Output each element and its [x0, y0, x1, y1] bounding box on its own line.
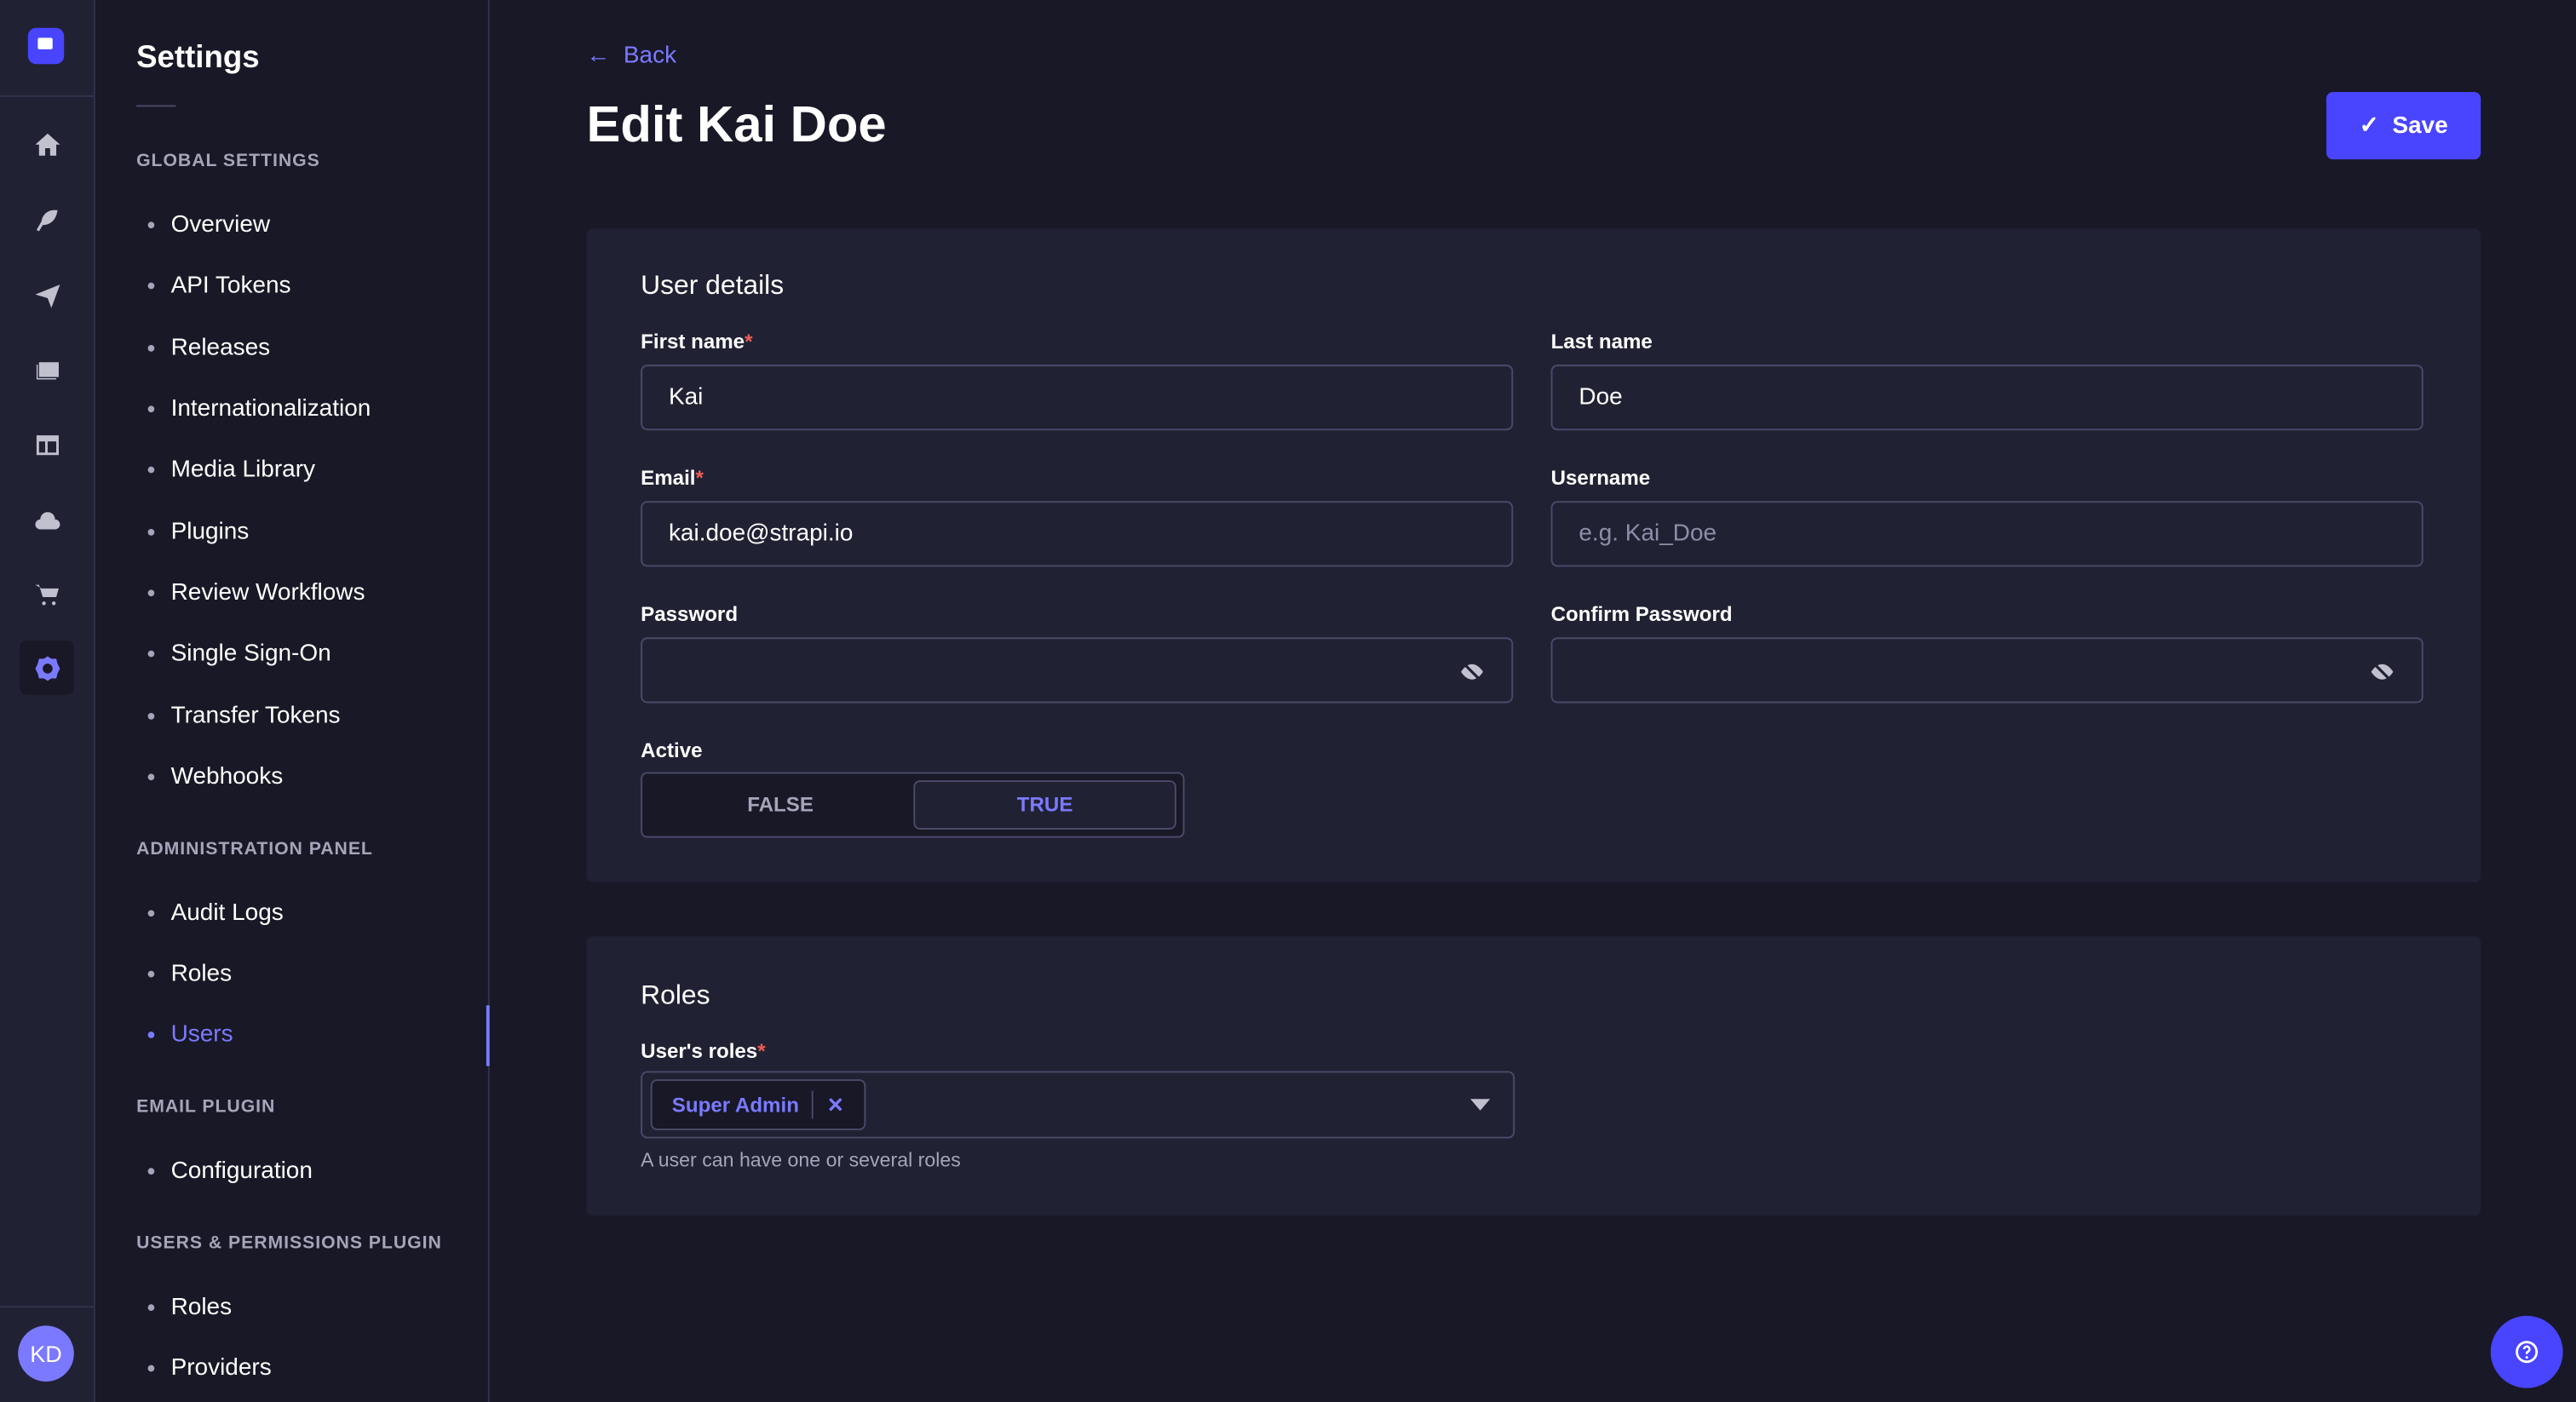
sidebar-item-review-workflows[interactable]: Review Workflows [147, 580, 365, 606]
last-name-label: Last name [1550, 330, 1653, 353]
email-label: Email* [641, 466, 704, 490]
active-toggle[interactable]: FALSE TRUE [641, 772, 1185, 838]
help-button[interactable] [2490, 1315, 2563, 1388]
first-name-input[interactable]: Kai [641, 365, 1514, 431]
sidebar-item-single-sign-on[interactable]: Single Sign-On [147, 641, 331, 667]
section-administration-panel: ADMINISTRATION PANEL [136, 839, 373, 859]
user-details-panel: User details First name* Kai Last name D… [586, 228, 2481, 882]
paper-plane-icon[interactable] [20, 267, 74, 322]
sidebar-item-api-tokens[interactable]: API Tokens [147, 273, 291, 299]
sidebar-item-users[interactable]: Users [147, 1022, 233, 1048]
active-label: Active [641, 738, 703, 762]
first-name-label: First name* [641, 330, 753, 353]
active-indicator [486, 1005, 490, 1066]
chevron-down-icon[interactable] [1470, 1099, 1491, 1111]
sidebar-item-up-roles[interactable]: Roles [147, 1295, 232, 1321]
role-tag: Super Admin ✕ [650, 1079, 866, 1130]
last-name-input[interactable]: Doe [1550, 365, 2424, 431]
main-nav: KD [0, 0, 95, 1402]
divider [0, 1306, 94, 1308]
sidebar-item-releases[interactable]: Releases [147, 335, 270, 361]
sidebar-item-roles[interactable]: Roles [147, 961, 232, 987]
sidebar-title: Settings [136, 41, 260, 76]
email-input[interactable]: kai.doe@strapi.io [641, 501, 1514, 567]
toggle-false[interactable]: FALSE [747, 793, 814, 817]
roles-select[interactable]: Super Admin ✕ [641, 1071, 1515, 1139]
feather-icon[interactable] [20, 192, 74, 247]
confirm-password-label: Confirm Password [1550, 602, 1733, 626]
gear-icon[interactable] [20, 641, 74, 695]
section-email-plugin: EMAIL PLUGIN [136, 1097, 276, 1118]
question-icon [2516, 1341, 2539, 1364]
sidebar-item-audit-logs[interactable]: Audit Logs [147, 900, 284, 927]
divider [0, 95, 94, 97]
cart-icon[interactable] [20, 566, 74, 621]
username-input[interactable]: e.g. Kai_Doe [1550, 501, 2424, 567]
section-global-settings: GLOBAL SETTINGS [136, 151, 320, 171]
home-icon[interactable] [20, 117, 74, 171]
avatar[interactable]: KD [18, 1325, 74, 1382]
check-icon: ✓ [2359, 112, 2379, 139]
back-link[interactable]: ← Back [586, 43, 677, 70]
eye-off-icon[interactable] [2369, 658, 2395, 685]
sidebar-item-transfer-tokens[interactable]: Transfer Tokens [147, 703, 341, 729]
sidebar-item-configuration[interactable]: Configuration [147, 1158, 313, 1185]
strapi-logo[interactable] [27, 27, 65, 65]
divider [136, 105, 176, 107]
section-title: Roles [641, 980, 710, 1011]
sidebar-item-internationalization[interactable]: Internationalization [147, 396, 371, 422]
close-icon[interactable]: ✕ [826, 1094, 844, 1118]
arrow-left-icon: ← [586, 43, 611, 70]
page-title: Edit Kai Doe [586, 95, 887, 153]
sidebar-item-overview[interactable]: Overview [147, 212, 270, 238]
sidebar-item-media-library[interactable]: Media Library [147, 457, 315, 483]
password-label: Password [641, 602, 739, 626]
sidebar-item-providers[interactable]: Providers [147, 1355, 272, 1382]
save-button[interactable]: ✓ Save [2326, 92, 2481, 160]
toggle-true[interactable]: TRUE [913, 780, 1176, 830]
eye-off-icon[interactable] [1459, 658, 1486, 685]
sidebar-item-webhooks[interactable]: Webhooks [147, 764, 283, 790]
images-icon[interactable] [20, 342, 74, 396]
cloud-icon[interactable] [20, 493, 74, 548]
confirm-password-input[interactable] [1550, 637, 2424, 704]
roles-panel: Roles User's roles* Super Admin ✕ A user … [586, 936, 2481, 1216]
section-users-permissions: USERS & PERMISSIONS PLUGIN [136, 1233, 442, 1254]
section-title: User details [641, 271, 785, 301]
roles-label: User's roles* [641, 1039, 766, 1063]
password-input[interactable] [641, 637, 1514, 704]
sidebar-item-plugins[interactable]: Plugins [147, 519, 249, 545]
roles-hint: A user can have one or several roles [641, 1148, 961, 1172]
username-label: Username [1550, 466, 1651, 490]
settings-sidebar: Settings GLOBAL SETTINGS Overview API To… [95, 0, 490, 1402]
layout-icon[interactable] [20, 417, 74, 472]
